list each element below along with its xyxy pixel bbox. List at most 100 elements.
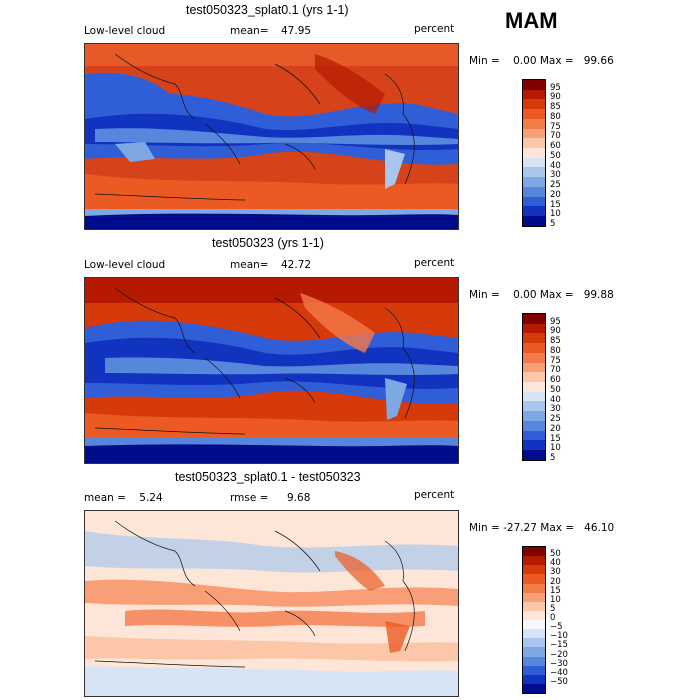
colorbar-swatch: [523, 440, 545, 451]
colorbar-swatch: [523, 314, 545, 324]
panel-3-rmse-label: rmse =: [230, 492, 269, 504]
colorbar-swatch: [523, 216, 545, 226]
colorbar-level-label: −20: [550, 649, 568, 660]
colorbar-swatch: [523, 80, 545, 90]
colorbar-level-label: 15: [550, 585, 561, 596]
colorbar-level-label: 5: [550, 603, 556, 614]
colorbar-swatch: [523, 610, 545, 620]
colorbar-level-label: 25: [550, 414, 561, 425]
panel-1-mean-label: mean=: [230, 25, 269, 37]
colorbar-swatch: [523, 556, 545, 566]
colorbar-level-label: 0: [550, 613, 556, 623]
colorbar-swatch: [523, 450, 545, 460]
colorbar-swatch: [523, 333, 545, 344]
colorbar-swatch: [523, 665, 545, 675]
panel-2-map: [84, 277, 459, 464]
colorbar-swatch: [523, 401, 545, 412]
panel-1-mean-value: 47.95: [281, 25, 312, 37]
panel-3-title: test050323_splat0.1 - test050323: [175, 470, 361, 484]
colorbar-swatch: [523, 89, 545, 100]
colorbar-level-label: 95: [550, 82, 561, 93]
panel-1-colorbar: [522, 79, 546, 227]
panel-1-variable-label: Low-level cloud: [84, 25, 166, 37]
panel-3-colorbar: [522, 546, 546, 694]
colorbar-swatch: [523, 420, 545, 431]
panel-2-mean-label: mean=: [230, 259, 269, 271]
colorbar-swatch: [523, 196, 545, 207]
colorbar-level-label: −30: [550, 658, 568, 669]
colorbar-swatch: [523, 157, 545, 168]
panel-3-map-svg: [85, 511, 458, 696]
colorbar-level-label: −5: [550, 622, 563, 633]
colorbar-level-label: 10: [550, 209, 561, 220]
colorbar-level-label: 30: [550, 404, 561, 415]
colorbar-level-label: 95: [550, 316, 561, 327]
colorbar-level-label: 20: [550, 189, 561, 200]
colorbar-level-label: 30: [550, 170, 561, 181]
colorbar-level-label: 90: [550, 92, 561, 103]
colorbar-swatch: [523, 647, 545, 657]
colorbar-swatch: [523, 362, 545, 373]
colorbar-level-label: 20: [550, 423, 561, 434]
colorbar-level-label: −50: [550, 676, 568, 687]
colorbar-level-label: 20: [550, 576, 561, 587]
colorbar-level-label: 50: [550, 384, 561, 395]
colorbar-swatch: [523, 148, 545, 158]
colorbar-swatch: [523, 656, 545, 666]
colorbar-level-label: 70: [550, 365, 561, 376]
panel-1-title: test050323_splat0.1 (yrs 1-1): [186, 3, 349, 17]
colorbar-level-label: 10: [550, 594, 561, 605]
colorbar-level-label: −15: [550, 640, 568, 651]
colorbar-level-label: 85: [550, 102, 561, 113]
panel-2-unit: percent: [414, 257, 455, 269]
season-label: MAM: [505, 8, 558, 33]
colorbar-level-label: 5: [550, 453, 556, 463]
colorbar-swatch: [523, 565, 545, 575]
colorbar-swatch: [523, 683, 545, 693]
colorbar-swatch: [523, 99, 545, 110]
colorbar-level-label: 90: [550, 326, 561, 337]
colorbar-level-label: 80: [550, 111, 561, 122]
panel-3-rmse-value: 9.68: [287, 492, 311, 504]
colorbar-swatch: [523, 629, 545, 639]
colorbar-swatch: [523, 620, 545, 630]
panel-1-map: [84, 43, 459, 230]
colorbar-swatch: [523, 583, 545, 593]
panel-2-minmax: Min = 0.00 Max = 99.88: [469, 289, 614, 301]
colorbar-swatch: [523, 109, 545, 119]
colorbar-swatch: [523, 547, 545, 557]
colorbar-level-label: 25: [550, 180, 561, 191]
colorbar-swatch: [523, 186, 545, 197]
colorbar-swatch: [523, 391, 545, 402]
colorbar-level-label: 70: [550, 131, 561, 142]
colorbar-swatch: [523, 352, 545, 363]
colorbar-swatch: [523, 382, 545, 392]
panel-1-minmax: Min = 0.00 Max = 99.66: [469, 55, 614, 67]
colorbar-swatch: [523, 323, 545, 334]
colorbar-level-label: 60: [550, 375, 561, 386]
panel-3-unit: percent: [414, 489, 455, 501]
colorbar-level-label: 50: [550, 150, 561, 161]
colorbar-swatch: [523, 138, 545, 149]
colorbar-swatch: [523, 411, 545, 421]
colorbar-level-label: 5: [550, 219, 556, 229]
colorbar-swatch: [523, 430, 545, 441]
colorbar-level-label: 40: [550, 160, 561, 171]
colorbar-level-label: 75: [550, 121, 561, 132]
colorbar-swatch: [523, 177, 545, 187]
panel-2-mean-value: 42.72: [281, 259, 312, 271]
colorbar-swatch: [523, 638, 545, 648]
colorbar-swatch: [523, 574, 545, 584]
colorbar-level-label: 15: [550, 433, 561, 444]
colorbar-swatch: [523, 592, 545, 602]
colorbar-level-label: 60: [550, 141, 561, 152]
colorbar-level-label: 15: [550, 199, 561, 210]
panel-2-colorbar: [522, 313, 546, 461]
panel-1-unit: percent: [414, 23, 455, 35]
colorbar-swatch: [523, 167, 545, 178]
colorbar-swatch: [523, 118, 545, 129]
colorbar-level-label: 80: [550, 345, 561, 356]
colorbar-level-label: 30: [550, 567, 561, 578]
colorbar-swatch: [523, 674, 545, 684]
colorbar-swatch: [523, 343, 545, 353]
